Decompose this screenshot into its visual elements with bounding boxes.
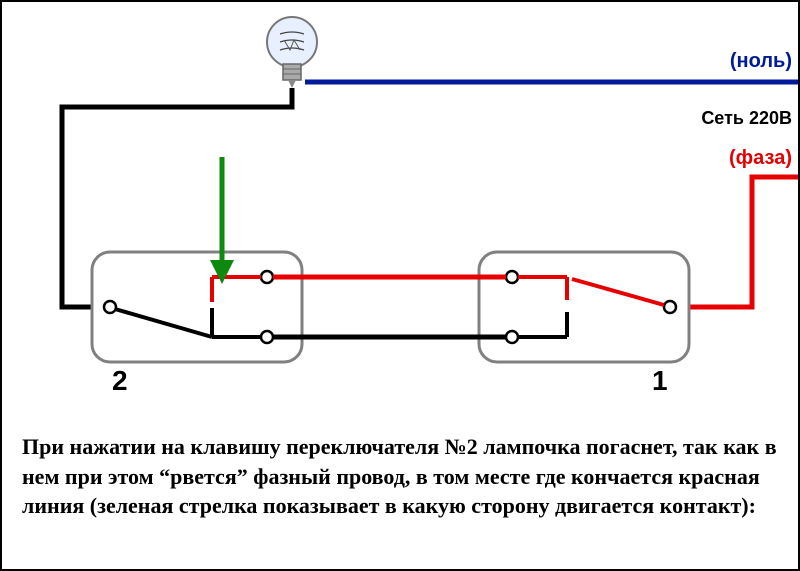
supply-label: Сеть 220В — [701, 108, 792, 128]
phase-label: (фаза) — [729, 147, 792, 169]
switch-2-box — [92, 252, 302, 362]
sw1-lower-terminal — [506, 331, 518, 343]
sw2-lower-terminal — [261, 331, 273, 343]
sw1-common-terminal — [664, 301, 676, 313]
sw2-contact — [115, 309, 212, 337]
phase-wire-in — [689, 177, 798, 307]
switch-2-label: 2 — [112, 365, 128, 396]
neutral-label: (ноль) — [730, 50, 792, 72]
direction-arrow-icon — [210, 157, 234, 284]
sw1-upper-terminal — [506, 271, 518, 283]
switch-1-box — [479, 252, 689, 362]
sw1-contact — [572, 279, 664, 305]
sw2-common-terminal — [104, 301, 116, 313]
switch-1-label: 1 — [652, 365, 668, 396]
black-wire-bulb-to-sw2 — [62, 88, 292, 307]
lightbulb-icon — [267, 17, 317, 88]
wiring-diagram: (ноль) Сеть 220В (фаза) 2 1 — [2, 2, 798, 422]
sw2-upper-terminal — [261, 271, 273, 283]
diagram-frame: (ноль) Сеть 220В (фаза) 2 1 При нажатии … — [0, 0, 800, 571]
caption-text: При нажатии на клавишу переключателя №2 … — [22, 432, 778, 521]
